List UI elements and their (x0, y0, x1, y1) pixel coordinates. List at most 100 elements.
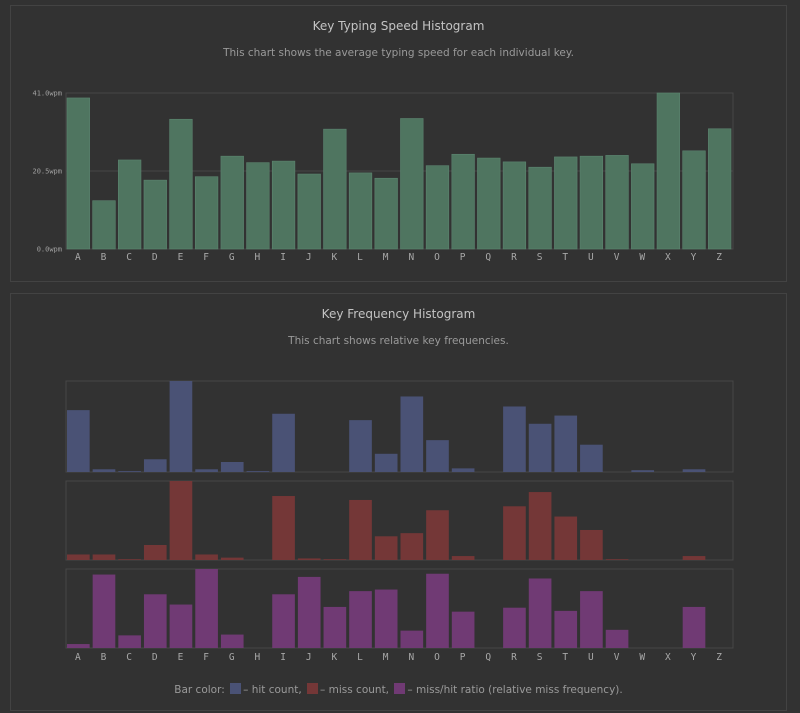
bar-ratio-i (272, 594, 295, 648)
bar-miss-r (503, 506, 526, 560)
x-tick-label: H (255, 252, 261, 263)
bar-f (194, 176, 219, 250)
legend-swatch-ratio (394, 683, 406, 694)
x-tick-label: N (408, 252, 414, 263)
bar-ratio-l (349, 591, 372, 648)
x-tick-label: M (383, 652, 389, 663)
bar-z (708, 128, 732, 250)
x-tick-label: N (408, 652, 414, 663)
key-frequency-panel: Key Frequency Histogram This chart shows… (10, 293, 787, 711)
bar-y (682, 150, 706, 250)
bar-hit-s (528, 423, 552, 472)
bar-ratio-m (374, 589, 398, 648)
bar-miss-s (528, 492, 552, 560)
bar-p (451, 153, 475, 250)
x-tick-label: I (280, 652, 286, 663)
legend-prefix: Bar color: (174, 684, 225, 696)
x-tick-label: R (511, 652, 517, 663)
speed-chart-subtitle: This chart shows the average typing spee… (223, 47, 574, 59)
bar-v (605, 155, 629, 250)
bar-b (92, 200, 116, 250)
bar-ratio-d (143, 594, 167, 648)
x-tick-label: W (639, 652, 645, 663)
x-tick-label: K (331, 252, 337, 263)
x-tick-label: K (331, 652, 337, 663)
x-tick-label: T (562, 652, 568, 663)
x-tick-label: U (588, 652, 594, 663)
x-tick-label: G (229, 652, 235, 663)
bar-miss-p (451, 556, 475, 560)
x-tick-label: C (126, 652, 132, 663)
bar-miss-t (554, 516, 578, 560)
bar-miss-e (169, 481, 193, 560)
x-tick-label: V (614, 252, 620, 263)
bar-ratio-c (118, 635, 141, 648)
x-tick-label: O (434, 252, 440, 263)
bar-miss-i (272, 496, 295, 560)
bar-miss-g (220, 557, 244, 560)
x-tick-label: B (101, 652, 107, 663)
x-tick-label: D (152, 252, 158, 263)
bar-miss-d (143, 544, 167, 560)
y-tick-label: 20.5wpm (32, 168, 62, 176)
x-tick-label: S (537, 252, 543, 263)
bar-miss-a (67, 554, 90, 560)
x-tick-label: U (588, 252, 594, 263)
bar-hit-m (374, 453, 398, 472)
bar-miss-u (580, 529, 603, 560)
x-tick-label: Y (691, 252, 697, 263)
frequency-chart-subtitle: This chart shows relative key frequencie… (288, 335, 509, 347)
bar-s (528, 166, 552, 250)
bar-o (425, 165, 450, 250)
bar-ratio-s (528, 578, 552, 648)
bar-ratio-u (580, 591, 603, 648)
x-tick-label: Q (485, 252, 491, 263)
bar-ratio-t (554, 610, 578, 648)
bar-hit-r (503, 406, 526, 472)
legend-swatch-miss (307, 683, 319, 694)
bar-miss-v (605, 559, 629, 560)
x-tick-label: L (357, 252, 363, 263)
x-tick-label: H (255, 652, 261, 663)
bar-ratio-f (195, 569, 218, 648)
legend-miss: – miss count, (320, 684, 390, 696)
bar-hit-g (220, 461, 244, 472)
x-tick-label: S (537, 652, 543, 663)
bar-ratio-j (297, 576, 321, 648)
bar-hit-b (92, 469, 116, 472)
x-tick-label: C (126, 252, 132, 263)
bar-miss-o (426, 510, 449, 560)
subplot-frame-1 (65, 480, 734, 561)
bar-miss-j (297, 558, 321, 560)
bar-miss-n (400, 533, 424, 560)
x-tick-label: W (639, 252, 645, 263)
x-tick-label: P (460, 652, 466, 663)
bar-hit-w (631, 470, 655, 472)
bar-h (246, 162, 270, 250)
x-tick-label: M (383, 252, 389, 263)
bar-ratio-y (682, 606, 706, 648)
x-tick-label: V (614, 652, 620, 663)
bar-ratio-v (605, 629, 629, 648)
bar-ratio-n (400, 630, 424, 648)
bar-hit-h (246, 471, 270, 472)
bar-c (118, 159, 142, 250)
bar-hit-o (426, 440, 449, 472)
subplot-frame-2 (65, 568, 734, 649)
bar-w (631, 163, 655, 250)
bar-q (477, 157, 501, 250)
x-tick-label: Z (716, 252, 722, 263)
bar-i (271, 160, 296, 250)
bar-miss-f (195, 554, 218, 560)
x-tick-label: E (178, 652, 184, 663)
bar-miss-y (682, 556, 706, 560)
bar-ratio-b (92, 574, 116, 648)
x-tick-label: D (152, 652, 158, 663)
bar-hit-i (272, 413, 295, 472)
x-tick-label: A (75, 252, 81, 263)
bar-hit-p (451, 468, 475, 472)
x-tick-label: F (203, 252, 209, 263)
bar-t (554, 156, 578, 250)
x-tick-label: Y (691, 652, 697, 663)
